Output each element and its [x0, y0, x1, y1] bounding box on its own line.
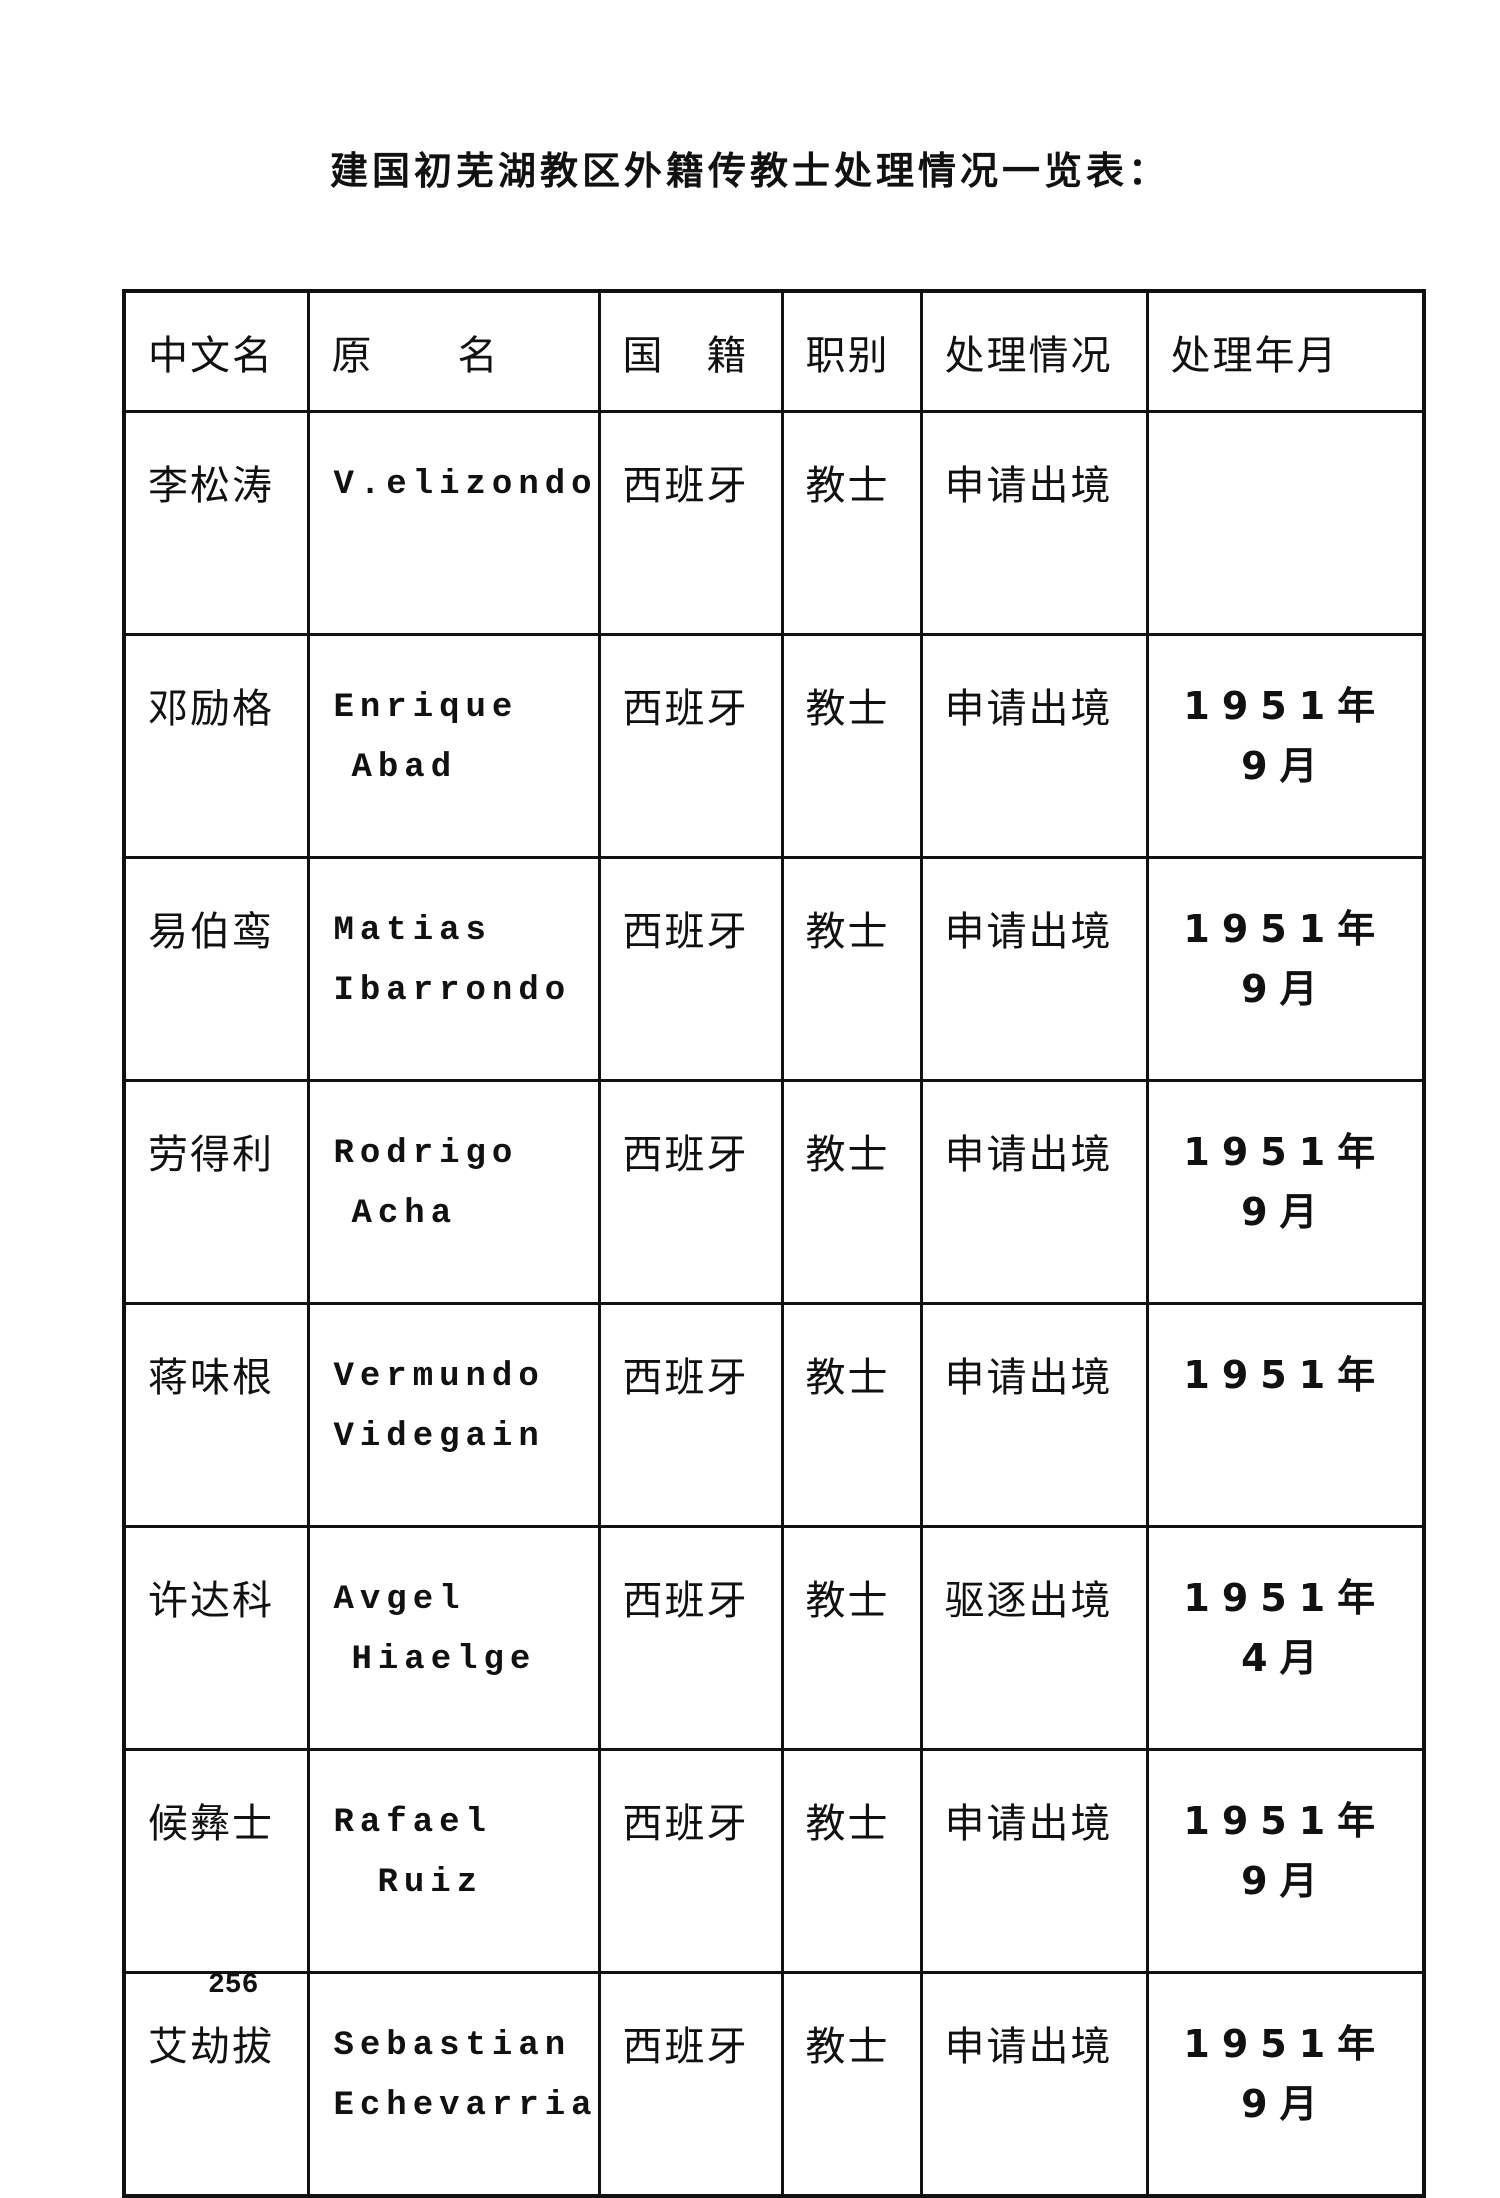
column-header: 职别: [780, 289, 923, 413]
original-name-line: Matias: [333, 912, 492, 950]
title-cell: 教士: [780, 856, 923, 1082]
nationality-cell: 西班牙: [597, 1079, 784, 1305]
date-cell: 1951年 9月: [1145, 856, 1426, 1082]
original-name-cell: Vermundo Videgain: [306, 1302, 601, 1528]
nationality-cell: 西班牙: [597, 1302, 784, 1528]
original-name-cell: Matias Ibarrondo: [306, 856, 601, 1082]
date-cell: 1951年 9月: [1145, 1971, 1426, 2198]
original-name-cell: Avgel Hiaelge: [306, 1525, 601, 1751]
date-line: 9月: [1241, 1190, 1330, 1234]
nationality-cell: 西班牙: [597, 856, 784, 1082]
chinese-name-cell: 艾劫拔: [122, 1971, 310, 2198]
status-cell: 申请出境: [919, 1748, 1149, 1974]
date-line: 9月: [1241, 1859, 1330, 1903]
column-header: 中文名: [122, 289, 310, 413]
original-name-line: Hiaelge: [351, 1641, 537, 1679]
date-line: 1951年: [1183, 1353, 1388, 1397]
status-cell: 申请出境: [919, 1079, 1149, 1305]
original-name-line: Avgel: [333, 1581, 466, 1619]
date-line: 1951年: [1183, 2022, 1388, 2066]
table-row: 许达科 Avgel Hiaelge 西班牙 教士 驱逐出境 1951年 4月: [122, 1525, 1426, 1751]
date-cell: [1145, 410, 1426, 636]
missionary-table: 中文名原 名国 籍职别 处理情况 处理年月 李松涛 V.elizondo 西班牙 教士 申请…: [122, 289, 1427, 2198]
original-name-cell: Rodrigo Acha: [306, 1079, 601, 1305]
column-header: 国 籍: [597, 289, 784, 413]
table-row: 劳得利 Rodrigo Acha 西班牙 教士 申请出境 1951年 9月: [122, 1079, 1426, 1305]
date-line: 1951年: [1183, 1799, 1388, 1843]
original-name-cell: V.elizondo: [306, 410, 601, 636]
date-cell: 1951年 4月: [1145, 1525, 1426, 1751]
table-row: 邓励格 Enrique Abad 西班牙 教士 申请出境 1951年 9月: [122, 633, 1426, 859]
date-cell: 1951年 9月: [1145, 1079, 1426, 1305]
column-header: 处理情况: [919, 289, 1149, 413]
date-line: 4月: [1241, 1636, 1330, 1680]
original-name-line: Abad: [351, 749, 458, 787]
document-title: 建国初芜湖教区外籍传教士处理情况一览表：: [329, 149, 1170, 193]
title-cell: 教士: [780, 1971, 923, 2198]
title-cell: 教士: [780, 1079, 923, 1305]
nationality-cell: 西班牙: [597, 410, 784, 636]
original-name-line: Ruiz: [377, 1864, 484, 1902]
date-line: 1951年: [1183, 1576, 1388, 1620]
original-name-line: Videgain: [333, 1418, 545, 1456]
status-cell: 申请出境: [919, 633, 1149, 859]
chinese-name-cell: 劳得利: [122, 1079, 310, 1305]
column-header: 原 名: [306, 289, 601, 413]
table-header-row: 中文名原 名国 籍职别 处理情况 处理年月: [122, 289, 1426, 413]
table-row: 艾劫拔 Sebastian Echevarria 西班牙 教士 申请出境 1951年 9月: [122, 1971, 1426, 2198]
status-cell: 申请出境: [919, 1971, 1149, 2198]
title-cell: 教士: [780, 1302, 923, 1528]
date-line: 1951年: [1183, 1130, 1388, 1174]
original-name-cell: Enrique Abad: [306, 633, 601, 859]
date-line: 1951年: [1183, 684, 1388, 728]
column-header: 处理年月: [1145, 289, 1426, 413]
table-row: 易伯鸾 Matias Ibarrondo 西班牙 教士 申请出境 1951年 9月: [122, 856, 1426, 1082]
chinese-name-cell: 蒋味根: [122, 1302, 310, 1528]
original-name-cell: Rafael Ruiz: [306, 1748, 601, 1974]
date-cell: 1951年 9月: [1145, 1748, 1426, 1974]
original-name-line: Acha: [351, 1195, 458, 1233]
title-cell: 教士: [780, 1748, 923, 1974]
original-name-line: Rafael: [333, 1804, 492, 1842]
status-cell: 申请出境: [919, 1302, 1149, 1528]
chinese-name-cell: 许达科: [122, 1525, 310, 1751]
title-cell: 教士: [780, 1525, 923, 1751]
date-line: 1951年: [1183, 907, 1388, 951]
nationality-cell: 西班牙: [597, 1748, 784, 1974]
status-cell: 驱逐出境: [919, 1525, 1149, 1751]
original-name-line: Vermundo: [333, 1358, 545, 1396]
nationality-cell: 西班牙: [597, 1971, 784, 2198]
title-cell: 教士: [780, 410, 923, 636]
original-name-line: Ibarrondo: [333, 972, 572, 1010]
chinese-name-cell: 候彝士: [122, 1748, 310, 1974]
date-cell: 1951年: [1145, 1302, 1426, 1528]
date-line: 9月: [1241, 2082, 1330, 2126]
chinese-name-cell: 易伯鸾: [122, 856, 310, 1082]
date-line: 9月: [1241, 967, 1330, 1011]
status-cell: 申请出境: [919, 856, 1149, 1082]
status-cell: 申请出境: [919, 410, 1149, 636]
title-cell: 教士: [780, 633, 923, 859]
original-name-line: Echevarria: [333, 2087, 598, 2125]
original-name-line: Enrique: [333, 689, 519, 727]
original-name-line: Sebastian: [333, 2027, 572, 2065]
chinese-name-cell: 李松涛: [122, 410, 310, 636]
original-name-line: V.elizondo: [333, 466, 598, 504]
original-name-line: Rodrigo: [333, 1135, 519, 1173]
nationality-cell: 西班牙: [597, 1525, 784, 1751]
table-row: 李松涛 V.elizondo 西班牙 教士 申请出境: [122, 410, 1426, 636]
page-number: 256: [208, 1970, 259, 2001]
table-row: 候彝士 Rafael Ruiz 西班牙 教士 申请出境 1951年 9月: [122, 1748, 1426, 1974]
table-row: 蒋味根 Vermundo Videgain 西班牙 教士 申请出境 1951年: [122, 1302, 1426, 1528]
original-name-cell: Sebastian Echevarria: [306, 1971, 601, 2198]
date-line: 9月: [1241, 744, 1330, 788]
nationality-cell: 西班牙: [597, 633, 784, 859]
chinese-name-cell: 邓励格: [122, 633, 310, 859]
date-cell: 1951年 9月: [1145, 633, 1426, 859]
